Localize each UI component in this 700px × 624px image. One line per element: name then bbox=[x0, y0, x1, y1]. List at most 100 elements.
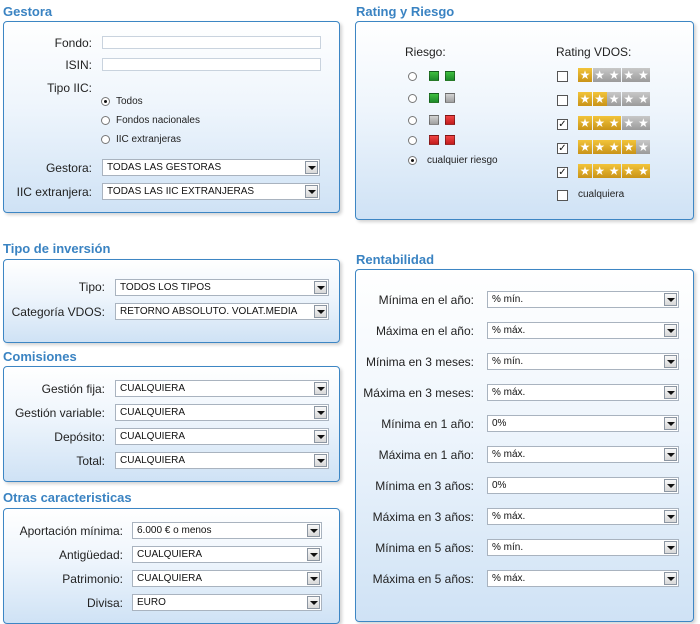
maxima-5-anos-select[interactable]: % máx. bbox=[487, 570, 679, 587]
radio-riesgo-2[interactable] bbox=[408, 94, 417, 103]
rating-stars-5: ★ ★ ★ ★ ★ bbox=[578, 164, 651, 178]
star-icon: ★ bbox=[578, 116, 592, 130]
radio-iic-extranjeras[interactable] bbox=[101, 135, 110, 144]
rating-checkbox-cualquiera[interactable] bbox=[557, 190, 568, 201]
tipo-iic-label: Tipo IIC: bbox=[47, 81, 92, 95]
option-fondos-nacionales-label: Fondos nacionales bbox=[116, 115, 200, 126]
chevron-down-icon[interactable] bbox=[664, 386, 677, 399]
chevron-down-icon[interactable] bbox=[664, 572, 677, 585]
minima-3-anos-select[interactable]: 0% bbox=[487, 477, 679, 494]
minima-5-anos-value: % mín. bbox=[492, 542, 524, 553]
chevron-down-icon[interactable] bbox=[305, 161, 318, 174]
maxima-ano-select[interactable]: % máx. bbox=[487, 322, 679, 339]
otras-panel: Aportación mínima: 6.000 € o menos Antig… bbox=[3, 508, 340, 624]
star-icon: ★ bbox=[621, 164, 636, 178]
maxima-1-ano-value: % máx. bbox=[492, 449, 526, 460]
chevron-down-icon[interactable] bbox=[664, 479, 677, 492]
star-icon: ★ bbox=[578, 92, 592, 106]
chevron-down-icon[interactable] bbox=[314, 281, 327, 294]
minima-ano-label: Mínima en el año: bbox=[378, 293, 474, 307]
rating-checkbox-3[interactable]: ✓ bbox=[557, 119, 568, 130]
gestion-variable-select[interactable]: CUALQUIERA bbox=[115, 404, 329, 421]
risk-red-icon bbox=[445, 135, 455, 145]
minima-1-ano-select[interactable]: 0% bbox=[487, 415, 679, 432]
total-label: Total: bbox=[76, 454, 105, 468]
maxima-3-anos-select[interactable]: % máx. bbox=[487, 508, 679, 525]
rating-stars-3: ★ ★ ★ ★ ★ bbox=[578, 116, 651, 130]
categoria-select[interactable]: RETORNO ABSOLUTO. VOLAT.MEDIA bbox=[115, 303, 329, 320]
star-icon: ★ bbox=[636, 140, 651, 154]
chevron-down-icon[interactable] bbox=[664, 541, 677, 554]
chevron-down-icon[interactable] bbox=[314, 406, 327, 419]
chevron-down-icon[interactable] bbox=[314, 430, 327, 443]
risk-red-icon bbox=[429, 135, 439, 145]
maxima-3-anos-label: Máxima en 3 años: bbox=[372, 510, 474, 524]
star-icon: ★ bbox=[636, 92, 651, 106]
maxima-1-ano-select[interactable]: % máx. bbox=[487, 446, 679, 463]
minima-5-anos-select[interactable]: % mín. bbox=[487, 539, 679, 556]
radio-riesgo-4[interactable] bbox=[408, 136, 417, 145]
tipo-label: Tipo: bbox=[78, 280, 105, 294]
star-icon: ★ bbox=[621, 68, 636, 82]
star-icon: ★ bbox=[636, 68, 651, 82]
gestion-variable-value: CUALQUIERA bbox=[120, 407, 186, 418]
radio-riesgo-1[interactable] bbox=[408, 72, 417, 81]
star-icon: ★ bbox=[592, 116, 607, 130]
riesgo-label: Riesgo: bbox=[405, 45, 446, 59]
rating-checkbox-4[interactable]: ✓ bbox=[557, 143, 568, 154]
chevron-down-icon[interactable] bbox=[314, 382, 327, 395]
chevron-down-icon[interactable] bbox=[664, 417, 677, 430]
maxima-5-anos-label: Máxima en 5 años: bbox=[372, 572, 474, 586]
gestora-select[interactable]: TODAS LAS GESTORAS bbox=[102, 159, 320, 176]
fondo-label: Fondo: bbox=[54, 36, 92, 50]
chevron-down-icon[interactable] bbox=[314, 454, 327, 467]
chevron-down-icon[interactable] bbox=[307, 572, 320, 585]
minima-3-meses-select[interactable]: % mín. bbox=[487, 353, 679, 370]
rating-stars-4: ★ ★ ★ ★ ★ bbox=[578, 140, 651, 154]
radio-cualquier-riesgo[interactable] bbox=[408, 156, 417, 165]
section-title-tipo-inversion: Tipo de inversión bbox=[3, 241, 111, 256]
section-title-comisiones: Comisiones bbox=[3, 349, 77, 364]
risk-gray-icon bbox=[429, 115, 439, 125]
star-icon: ★ bbox=[578, 164, 592, 178]
chevron-down-icon[interactable] bbox=[314, 305, 327, 318]
star-icon: ★ bbox=[621, 92, 636, 106]
divisa-select[interactable]: EURO bbox=[132, 594, 322, 611]
iic-extranjera-select[interactable]: TODAS LAS IIC EXTRANJERAS bbox=[102, 183, 320, 200]
deposito-value: CUALQUIERA bbox=[120, 431, 186, 442]
chevron-down-icon[interactable] bbox=[307, 548, 320, 561]
chevron-down-icon[interactable] bbox=[307, 596, 320, 609]
rating-checkbox-1[interactable] bbox=[557, 71, 568, 82]
chevron-down-icon[interactable] bbox=[305, 185, 318, 198]
deposito-label: Depósito: bbox=[54, 430, 105, 444]
patrimonio-select[interactable]: CUALQUIERA bbox=[132, 570, 322, 587]
gestion-fija-select[interactable]: CUALQUIERA bbox=[115, 380, 329, 397]
deposito-select[interactable]: CUALQUIERA bbox=[115, 428, 329, 445]
aportacion-minima-select[interactable]: 6.000 € o menos bbox=[132, 522, 322, 539]
radio-fondos-nacionales[interactable] bbox=[101, 116, 110, 125]
maxima-5-anos-value: % máx. bbox=[492, 573, 526, 584]
maxima-ano-label: Máxima en el año: bbox=[375, 324, 474, 338]
rating-checkbox-5[interactable]: ✓ bbox=[557, 167, 568, 178]
fondo-input[interactable] bbox=[102, 36, 321, 49]
radio-riesgo-3[interactable] bbox=[408, 116, 417, 125]
isin-input[interactable] bbox=[102, 58, 321, 71]
chevron-down-icon[interactable] bbox=[664, 293, 677, 306]
total-select[interactable]: CUALQUIERA bbox=[115, 452, 329, 469]
rating-vdos-label: Rating VDOS: bbox=[556, 45, 632, 59]
maxima-3-meses-select[interactable]: % máx. bbox=[487, 384, 679, 401]
radio-todos[interactable] bbox=[101, 97, 110, 106]
aportacion-minima-value: 6.000 € o menos bbox=[137, 525, 212, 536]
chevron-down-icon[interactable] bbox=[664, 324, 677, 337]
chevron-down-icon[interactable] bbox=[664, 510, 677, 523]
chevron-down-icon[interactable] bbox=[664, 448, 677, 461]
maxima-1-ano-label: Máxima en 1 año: bbox=[378, 448, 474, 462]
star-icon: ★ bbox=[592, 140, 607, 154]
chevron-down-icon[interactable] bbox=[307, 524, 320, 537]
rating-checkbox-2[interactable] bbox=[557, 95, 568, 106]
isin-label: ISIN: bbox=[65, 58, 92, 72]
tipo-select[interactable]: TODOS LOS TIPOS bbox=[115, 279, 329, 296]
minima-ano-select[interactable]: % mín. bbox=[487, 291, 679, 308]
antiguedad-select[interactable]: CUALQUIERA bbox=[132, 546, 322, 563]
chevron-down-icon[interactable] bbox=[664, 355, 677, 368]
